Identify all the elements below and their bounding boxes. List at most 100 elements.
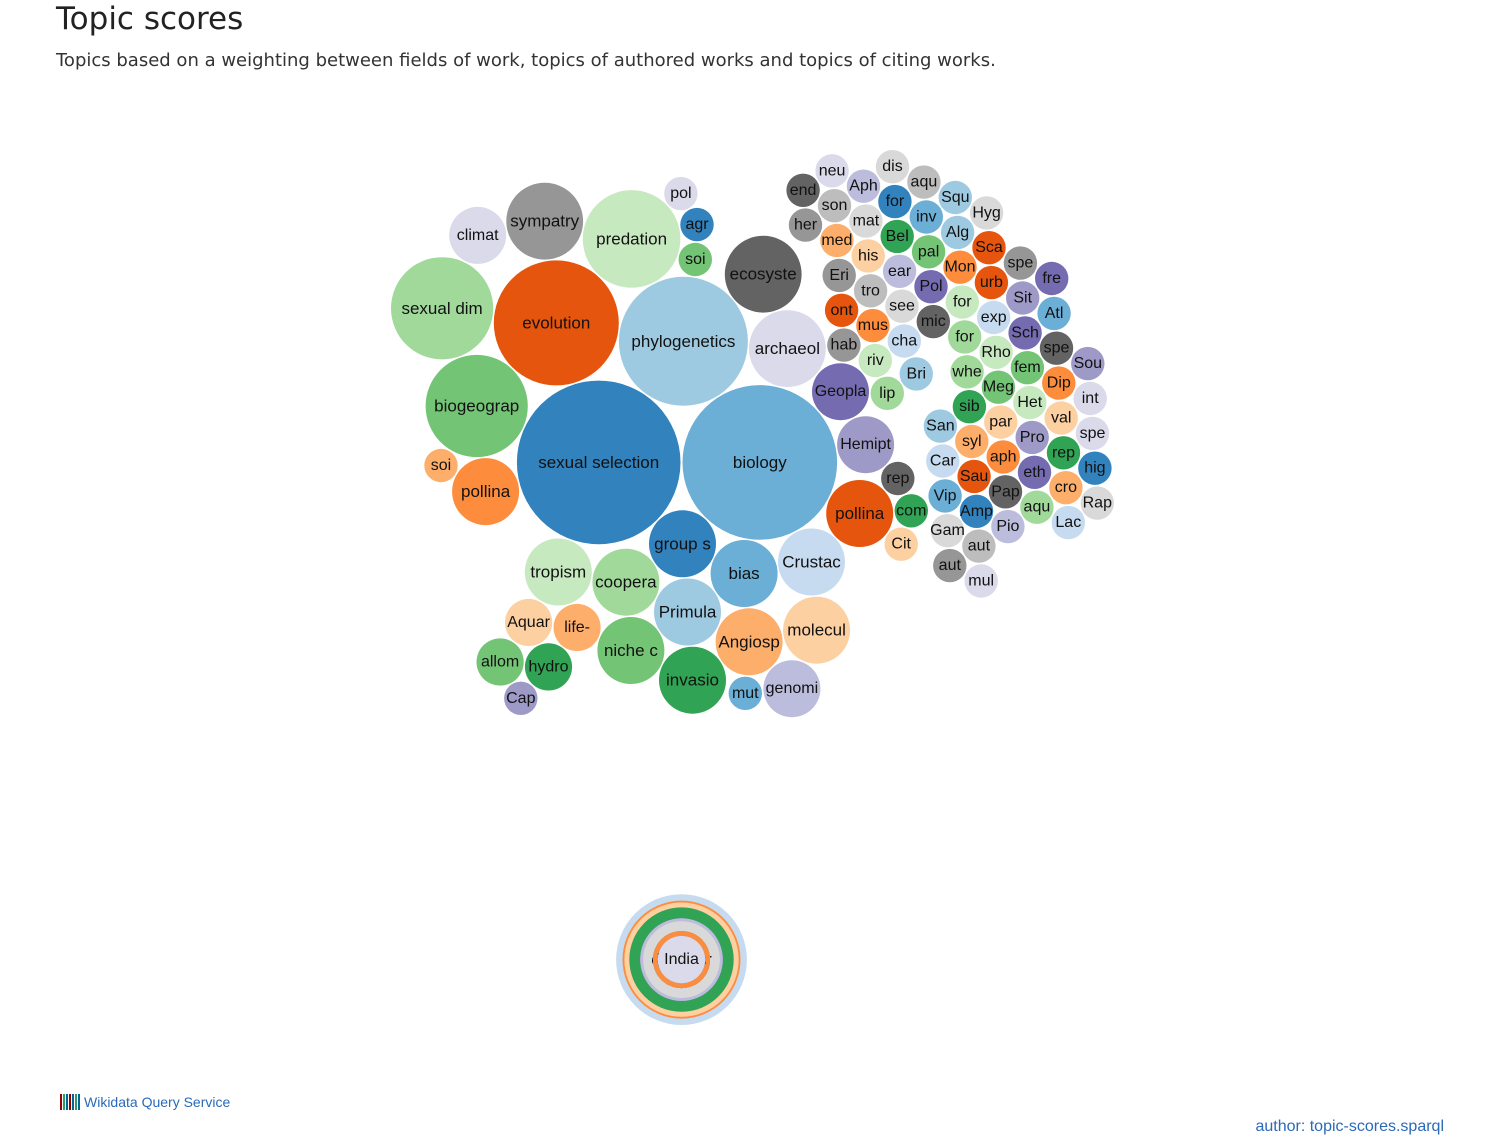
bubble-circle[interactable] — [1017, 455, 1052, 489]
bubble-circle[interactable] — [592, 548, 660, 616]
bubble[interactable]: genomi — [763, 660, 821, 718]
bubble[interactable]: Sca — [972, 231, 1006, 265]
bubble-circle[interactable] — [940, 215, 975, 250]
bubble-circle[interactable] — [899, 357, 933, 391]
bubble[interactable]: inv — [909, 200, 943, 234]
bubble-circle[interactable] — [654, 578, 721, 646]
bubble-circle[interactable] — [923, 409, 958, 443]
bubble-circle[interactable] — [516, 380, 681, 545]
bubble-circle[interactable] — [783, 596, 851, 664]
bubble-circle[interactable] — [657, 936, 706, 984]
bubble-circle[interactable] — [524, 643, 573, 691]
bubble-circle[interactable] — [979, 335, 1013, 369]
bubble-circle[interactable] — [846, 169, 881, 203]
bubble[interactable]: Geopla — [812, 363, 869, 421]
bubble[interactable]: soi — [678, 242, 712, 277]
bubble[interactable]: Sau — [957, 459, 991, 494]
bubble-circle[interactable] — [991, 509, 1025, 544]
bubble-circle[interactable] — [1039, 331, 1074, 365]
bubble-circle[interactable] — [911, 235, 946, 269]
bubble[interactable]: sib — [952, 390, 987, 424]
bubble-circle[interactable] — [882, 254, 917, 288]
bubble-circle[interactable] — [933, 548, 967, 583]
bubble[interactable]: Aph — [846, 169, 881, 203]
bubble[interactable]: spe — [1003, 246, 1038, 280]
bubble-circle[interactable] — [817, 189, 852, 223]
bubble[interactable]: pal — [911, 235, 946, 269]
bubble-circle[interactable] — [984, 405, 1018, 439]
bubble[interactable]: com — [894, 494, 928, 528]
bubble[interactable]: Pro — [1015, 420, 1049, 455]
bubble[interactable]: Lac — [1051, 505, 1086, 540]
bubble[interactable]: val — [1044, 401, 1078, 435]
bubble-circle[interactable] — [945, 285, 979, 319]
bubble-circle[interactable] — [948, 320, 982, 354]
bubble-circle[interactable] — [858, 343, 892, 378]
bubble[interactable]: mut — [728, 676, 762, 710]
bubble-circle[interactable] — [1044, 401, 1078, 435]
bubble-circle[interactable] — [907, 165, 941, 199]
bubble[interactable]: coopera — [592, 548, 660, 616]
bubble[interactable]: aph — [986, 440, 1020, 474]
bubble-circle[interactable] — [425, 354, 528, 458]
bubble[interactable]: neu — [815, 154, 849, 188]
bubble-circle[interactable] — [885, 289, 919, 323]
bubble-circle[interactable] — [724, 235, 802, 313]
bubble-circle[interactable] — [972, 231, 1006, 265]
bubble[interactable]: Amp — [959, 494, 994, 528]
bubble[interactable]: Aquar — [504, 598, 553, 647]
bubble-circle[interactable] — [815, 154, 849, 188]
bubble[interactable]: pollina — [826, 480, 894, 547]
bubble[interactable]: end — [786, 173, 820, 207]
bubble-circle[interactable] — [506, 182, 584, 260]
bubble-circle[interactable] — [682, 385, 838, 540]
bubble-circle[interactable] — [680, 207, 714, 242]
bubble-circle[interactable] — [837, 416, 895, 474]
bubble-circle[interactable] — [964, 564, 998, 598]
bubble[interactable]: cro — [1049, 471, 1083, 505]
bubble[interactable]: agr — [680, 207, 714, 242]
bubble-circle[interactable] — [969, 196, 1004, 230]
bubble[interactable]: aqu — [907, 165, 941, 199]
bubble-circle[interactable] — [926, 444, 960, 478]
bubble[interactable]: evolution — [493, 260, 619, 386]
bubble[interactable]: Hyg — [969, 196, 1004, 230]
bubble-circle[interactable] — [977, 300, 1011, 335]
bubble-circle[interactable] — [582, 190, 681, 288]
bubble-circle[interactable] — [820, 223, 854, 258]
bubble-circle[interactable] — [786, 173, 820, 207]
bubble[interactable]: for — [878, 184, 912, 219]
bubble[interactable]: spe — [1075, 416, 1110, 451]
bubble[interactable]: molecul — [783, 596, 851, 664]
bubble[interactable]: Car — [926, 444, 960, 478]
bubble[interactable]: archaeol — [749, 310, 826, 387]
bubble[interactable]: Sou — [1071, 346, 1105, 381]
bubble-circle[interactable] — [504, 598, 553, 647]
bubble-circle[interactable] — [1015, 420, 1049, 455]
bubble-circle[interactable] — [812, 363, 869, 421]
bubble[interactable]: rep — [1046, 436, 1081, 470]
bubble[interactable]: Crustac — [778, 528, 845, 596]
bubble-circle[interactable] — [887, 324, 921, 358]
bubble-circle[interactable] — [955, 424, 989, 459]
bubble-circle[interactable] — [928, 479, 962, 513]
bubble-circle[interactable] — [1006, 281, 1040, 315]
bubble[interactable]: med — [820, 223, 854, 258]
bubble[interactable]: for — [945, 285, 979, 319]
bubble-circle[interactable] — [424, 448, 458, 483]
bubble[interactable]: Alg — [940, 215, 975, 250]
bubble-circle[interactable] — [959, 494, 994, 528]
bubble[interactable]: predation — [582, 190, 681, 288]
bubble-circle[interactable] — [715, 608, 783, 676]
bubble[interactable]: aut — [933, 548, 967, 583]
bubble[interactable]: mul — [964, 564, 998, 598]
bubble-circle[interactable] — [749, 310, 826, 387]
bubble-circle[interactable] — [1035, 261, 1069, 296]
bubble-circle[interactable] — [1075, 416, 1110, 451]
bubble[interactable]: whe — [950, 355, 984, 389]
bubble-circle[interactable] — [853, 274, 888, 308]
bubble[interactable]: Sch — [1008, 316, 1042, 350]
bubble[interactable]: Pap — [988, 475, 1023, 509]
bubble-circle[interactable] — [1008, 316, 1042, 350]
bubble[interactable]: lip — [870, 376, 904, 410]
